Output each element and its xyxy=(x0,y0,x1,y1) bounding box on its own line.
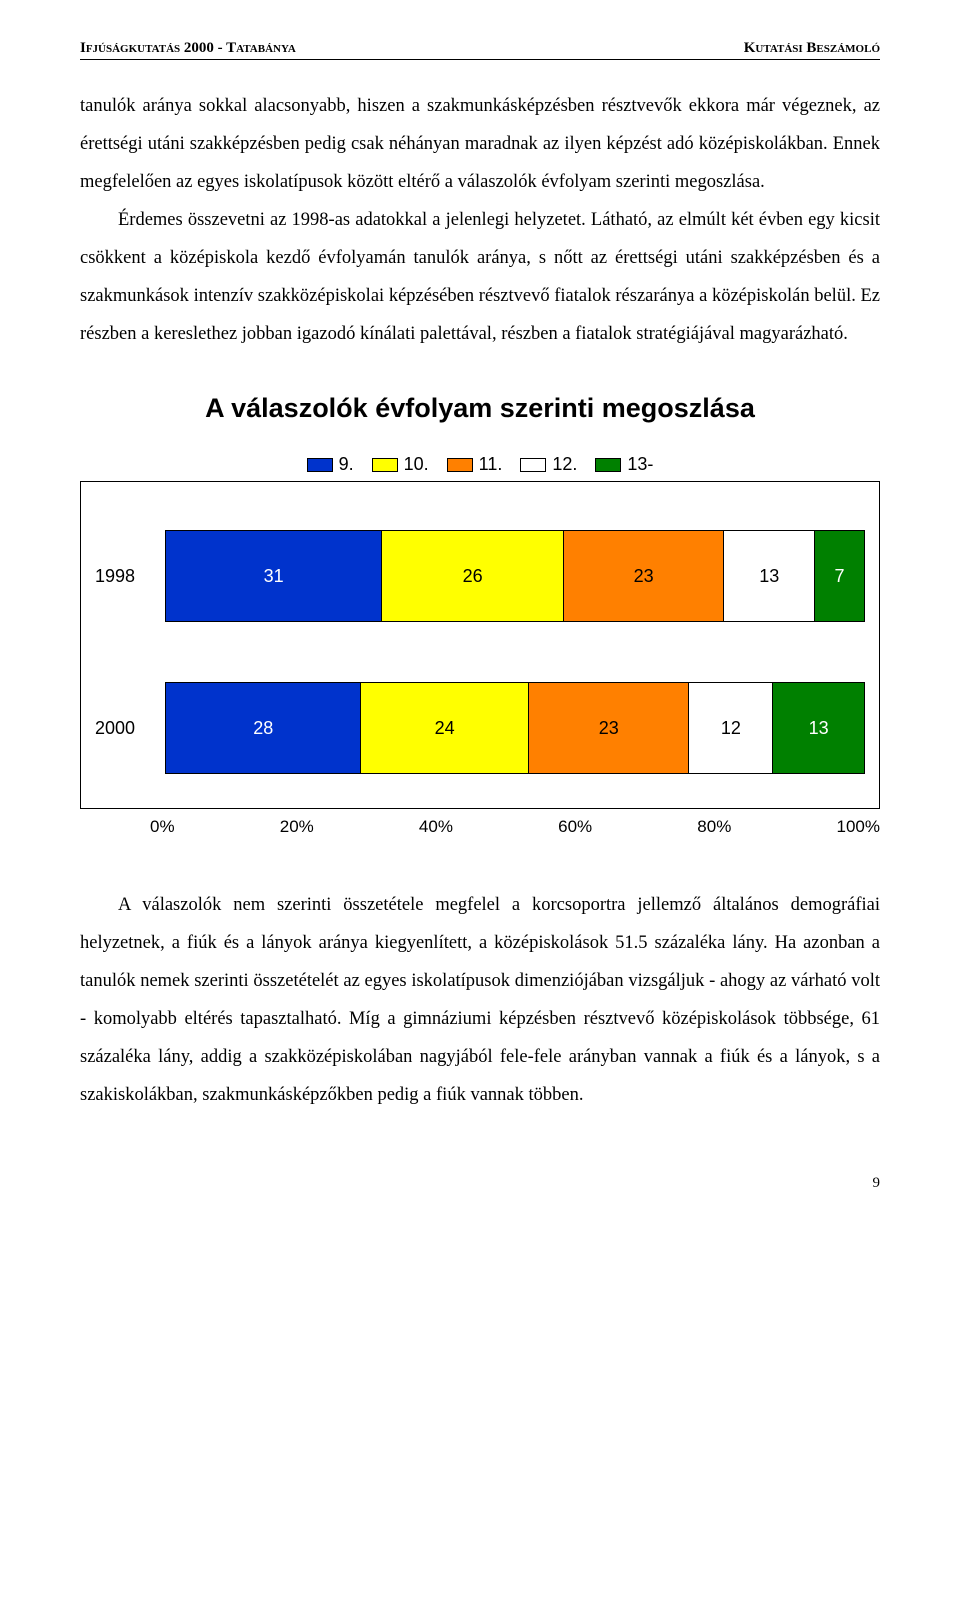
legend-swatch xyxy=(595,458,621,472)
page-header: Ifjúságkutatás 2000 - Tatabánya Kutatási… xyxy=(80,40,880,60)
axis-ticks: 0% 20% 40% 60% 80% 100% xyxy=(150,817,880,837)
axis-spacer xyxy=(80,817,150,837)
page-number: 9 xyxy=(80,1175,880,1192)
bar-segment: 12 xyxy=(689,683,773,773)
chart-axis: 0% 20% 40% 60% 80% 100% xyxy=(80,817,880,837)
paragraph-1b-text: Érdemes összevetni az 1998-as adatokkal … xyxy=(80,202,880,354)
bar-segment: 23 xyxy=(529,683,690,773)
paragraph-1: tanulók aránya sokkal alacsonyabb, hisze… xyxy=(80,88,880,353)
bar-segment: 7 xyxy=(815,531,864,621)
legend-item: 13- xyxy=(595,454,653,475)
legend-swatch xyxy=(447,458,473,472)
bar-segment: 13 xyxy=(724,531,815,621)
bar-track: 2824231213 xyxy=(165,682,865,774)
header-left: Ifjúságkutatás 2000 - Tatabánya xyxy=(80,40,296,57)
legend-label: 13- xyxy=(627,454,653,475)
chart-row: 20002824231213 xyxy=(95,682,865,774)
bar-segment: 24 xyxy=(361,683,529,773)
axis-tick: 100% xyxy=(836,817,879,837)
legend-item: 9. xyxy=(307,454,354,475)
legend-label: 12. xyxy=(552,454,577,475)
axis-tick: 20% xyxy=(280,817,314,837)
bar-segment: 28 xyxy=(166,683,361,773)
legend-swatch xyxy=(372,458,398,472)
axis-tick: 60% xyxy=(558,817,592,837)
chart-title: A válaszolók évfolyam szerinti megoszlás… xyxy=(80,393,880,424)
legend-item: 12. xyxy=(520,454,577,475)
legend-label: 9. xyxy=(339,454,354,475)
paragraph-1a-text: tanulók aránya sokkal alacsonyabb, hisze… xyxy=(80,96,880,192)
bar-segment: 31 xyxy=(166,531,382,621)
bar-track: 312623137 xyxy=(165,530,865,622)
header-right: Kutatási Beszámoló xyxy=(744,40,880,57)
legend-label: 10. xyxy=(404,454,429,475)
chart-row-label: 1998 xyxy=(95,566,165,587)
chart-area: 199831262313720002824231213 xyxy=(80,481,880,809)
bar-segment: 23 xyxy=(564,531,725,621)
legend-item: 10. xyxy=(372,454,429,475)
bar-segment: 26 xyxy=(382,531,563,621)
chart-row-label: 2000 xyxy=(95,718,165,739)
axis-tick: 0% xyxy=(150,817,175,837)
chart-legend: 9. 10. 11. 12. 13- xyxy=(80,454,880,475)
legend-swatch xyxy=(520,458,546,472)
legend-label: 11. xyxy=(479,454,503,475)
axis-tick: 80% xyxy=(697,817,731,837)
chart-row: 1998312623137 xyxy=(95,530,865,622)
paragraph-2: A válaszolók nem szerinti összetétele me… xyxy=(80,887,880,1115)
bar-segment: 13 xyxy=(773,683,864,773)
legend-swatch xyxy=(307,458,333,472)
legend-item: 11. xyxy=(447,454,503,475)
axis-tick: 40% xyxy=(419,817,453,837)
